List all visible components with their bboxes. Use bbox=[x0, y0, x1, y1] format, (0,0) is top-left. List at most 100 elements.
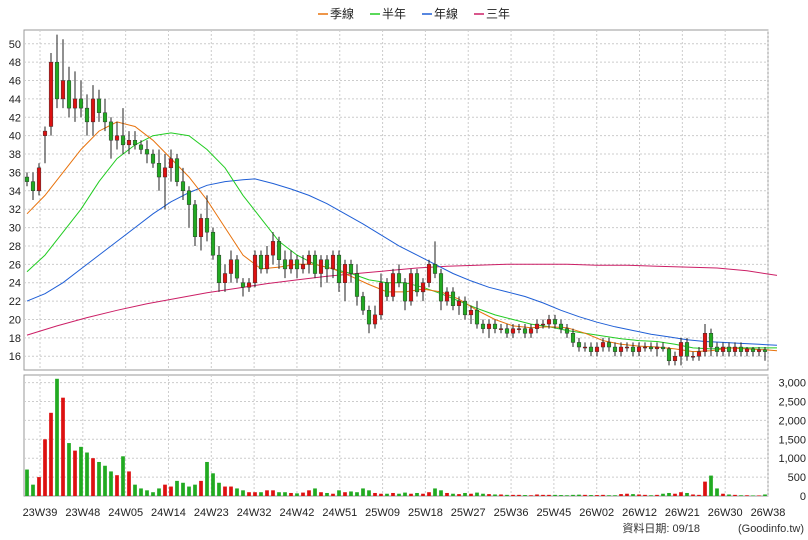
candle bbox=[282, 250, 288, 279]
candle-body bbox=[738, 346, 744, 352]
candle bbox=[210, 227, 216, 260]
candle-body bbox=[300, 264, 306, 270]
candle bbox=[582, 342, 588, 352]
candle bbox=[684, 337, 690, 361]
volume-bar bbox=[607, 495, 611, 496]
candle-body bbox=[294, 259, 300, 270]
volume-bar bbox=[253, 492, 257, 496]
candle bbox=[738, 342, 744, 357]
candle bbox=[696, 347, 702, 361]
candle-body bbox=[432, 264, 438, 274]
volume-bar bbox=[175, 480, 179, 496]
candle-body bbox=[678, 342, 684, 357]
volume-bar bbox=[595, 495, 599, 496]
candle-body bbox=[342, 264, 348, 283]
volume-bar bbox=[241, 490, 245, 496]
candle-body bbox=[168, 158, 174, 169]
candle-body bbox=[504, 328, 510, 334]
candle bbox=[168, 149, 174, 182]
candle-body bbox=[528, 328, 534, 334]
candle bbox=[48, 52, 54, 136]
x-tick-label: 25W36 bbox=[494, 507, 529, 519]
candle bbox=[264, 245, 270, 274]
candle-body bbox=[456, 300, 462, 306]
candle-body bbox=[648, 346, 654, 350]
candle-body bbox=[216, 254, 222, 283]
candle-body bbox=[54, 61, 60, 100]
candle bbox=[660, 342, 666, 352]
volume-bar bbox=[55, 378, 59, 496]
candle bbox=[762, 347, 768, 361]
candle bbox=[420, 278, 426, 302]
volume-bar bbox=[109, 471, 113, 496]
candle bbox=[84, 94, 90, 136]
x-tick-label: 24W51 bbox=[322, 507, 357, 519]
candle bbox=[198, 213, 204, 251]
candle bbox=[192, 200, 198, 246]
volume-bar bbox=[679, 492, 683, 496]
candle-body bbox=[708, 333, 714, 348]
candle-body bbox=[48, 61, 54, 127]
candle-body bbox=[306, 254, 312, 265]
volume-bar bbox=[157, 488, 161, 496]
volume-bar bbox=[151, 492, 155, 496]
candle-body bbox=[438, 273, 444, 302]
candle bbox=[522, 324, 528, 338]
candle bbox=[360, 291, 366, 315]
source-label: (Goodinfo.tw) bbox=[738, 523, 804, 535]
volume-bar bbox=[319, 492, 323, 496]
candle-body bbox=[336, 254, 342, 283]
candle-body bbox=[318, 259, 324, 274]
candle bbox=[90, 85, 96, 136]
candle-body bbox=[534, 323, 540, 329]
candle-body bbox=[162, 167, 168, 178]
candle bbox=[72, 71, 78, 122]
candle-body bbox=[198, 218, 204, 237]
x-tick-label: 23W39 bbox=[23, 507, 58, 519]
candle-body bbox=[624, 346, 630, 349]
candle-body bbox=[222, 273, 228, 283]
volume-bar bbox=[169, 486, 173, 496]
volume-bars bbox=[25, 378, 767, 496]
volume-bar bbox=[487, 494, 491, 496]
volume-bar bbox=[421, 493, 425, 496]
candle bbox=[678, 337, 684, 366]
price-tick-label: 30 bbox=[9, 223, 21, 235]
volume-bar bbox=[205, 461, 209, 496]
volume-bar bbox=[451, 493, 455, 496]
candle bbox=[234, 255, 240, 283]
price-tick-label: 20 bbox=[9, 314, 21, 326]
candle-body bbox=[714, 346, 720, 352]
volume-axis: 3,000 2,500 2,000 1,500 1,000 500 0 bbox=[778, 378, 806, 503]
candle-body bbox=[384, 282, 390, 297]
candle-body bbox=[354, 273, 360, 297]
volume-bar bbox=[49, 412, 53, 496]
candle-body bbox=[252, 254, 258, 283]
candle-body bbox=[540, 323, 546, 326]
volume-bar bbox=[103, 465, 107, 496]
volume-bar bbox=[547, 494, 551, 496]
candle bbox=[294, 255, 300, 279]
candle bbox=[570, 328, 576, 348]
candle-body bbox=[180, 181, 186, 192]
volume-bar bbox=[337, 490, 341, 496]
volume-bar bbox=[217, 482, 221, 496]
candle-body bbox=[594, 346, 600, 352]
candle bbox=[60, 39, 66, 109]
x-tick-label: 24W42 bbox=[280, 507, 315, 519]
volume-bar bbox=[619, 494, 623, 496]
candle bbox=[216, 245, 222, 292]
volume-plot-area bbox=[23, 374, 769, 497]
candle bbox=[498, 324, 504, 334]
candle-body bbox=[282, 259, 288, 270]
candle bbox=[270, 232, 276, 265]
candle bbox=[540, 319, 546, 329]
volume-bar bbox=[481, 493, 485, 496]
volume-tick-label: 2,000 bbox=[778, 415, 806, 427]
price-tick-label: 26 bbox=[9, 259, 21, 271]
volume-bar bbox=[97, 461, 101, 496]
candle-body bbox=[522, 328, 528, 334]
candle-body bbox=[732, 346, 738, 352]
candle bbox=[432, 241, 438, 279]
candle-body bbox=[126, 140, 132, 146]
